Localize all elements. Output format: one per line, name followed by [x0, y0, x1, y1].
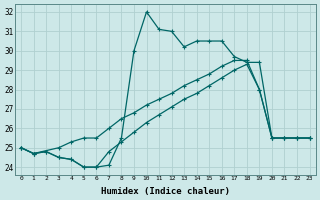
X-axis label: Humidex (Indice chaleur): Humidex (Indice chaleur) — [101, 187, 230, 196]
